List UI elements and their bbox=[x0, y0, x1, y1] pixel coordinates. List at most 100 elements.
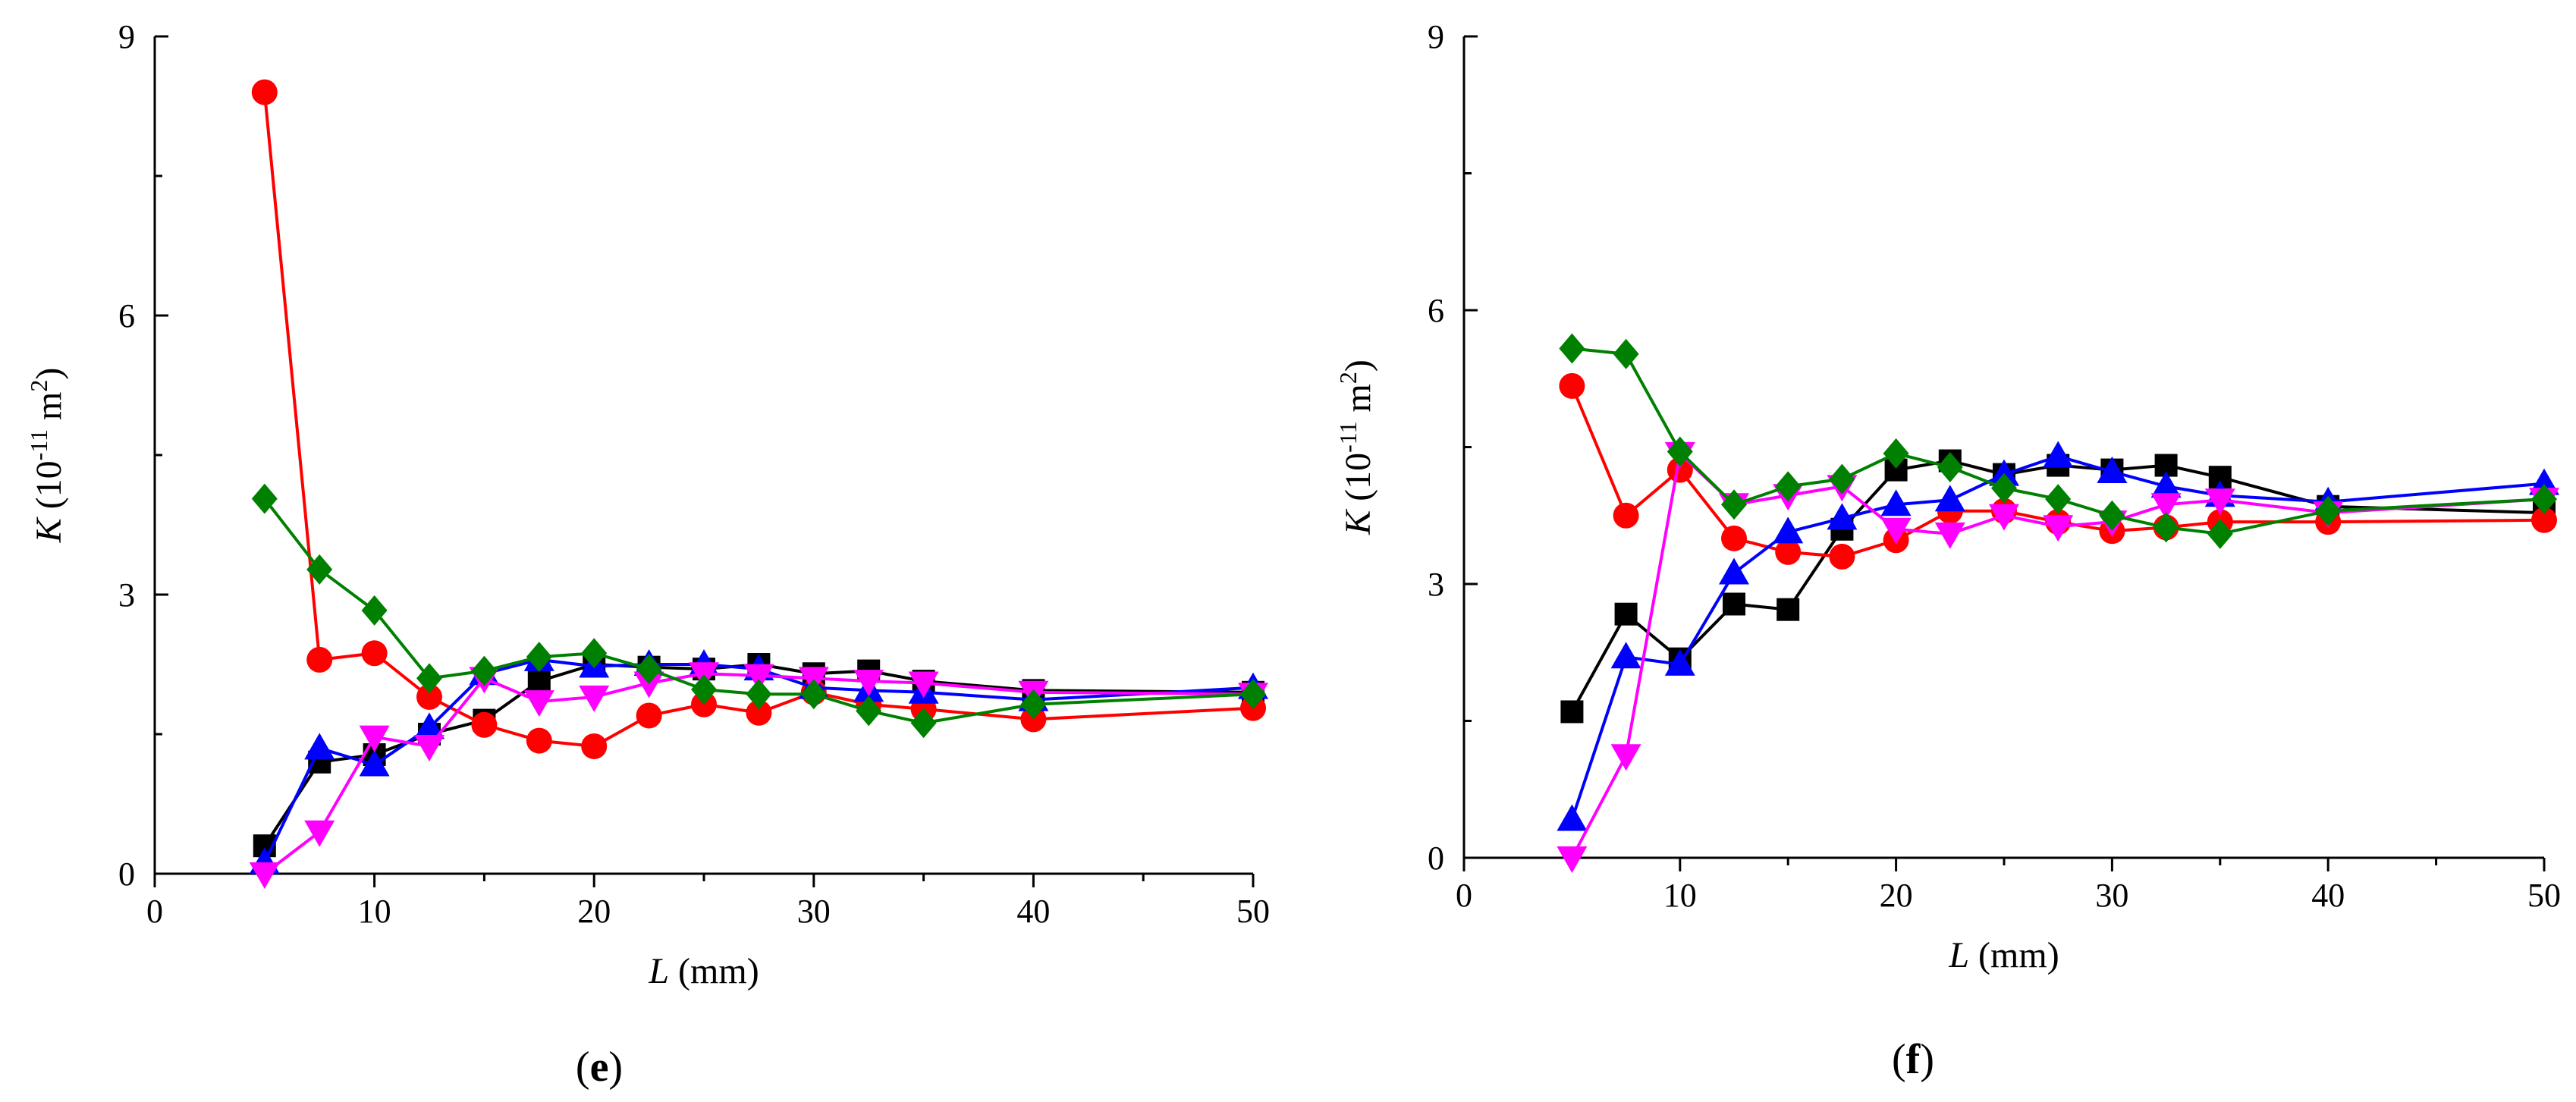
data-point-green bbox=[1667, 436, 1693, 467]
y-tick-label: 6 bbox=[118, 297, 135, 334]
data-point-green bbox=[1829, 463, 1855, 494]
data-point-green bbox=[1937, 451, 1963, 482]
data-point-black bbox=[1776, 598, 1800, 621]
data-point-magenta bbox=[359, 725, 390, 752]
panel-label-close: ) bbox=[608, 1044, 623, 1091]
y-axis-unit: (10 bbox=[29, 460, 69, 509]
data-point-magenta bbox=[633, 671, 664, 699]
x-tick-label: 30 bbox=[2095, 877, 2128, 914]
y-tick-label: 3 bbox=[118, 576, 135, 614]
x-tick-label: 10 bbox=[358, 893, 391, 930]
data-point-magenta bbox=[1557, 846, 1588, 873]
data-point-red bbox=[746, 699, 772, 726]
data-point-green bbox=[1883, 438, 1909, 469]
data-point-blue bbox=[1989, 459, 2019, 486]
x-axis-title: L (mm) bbox=[1948, 935, 2059, 975]
y-axis-title: K (10-11 m2) bbox=[25, 368, 69, 544]
y-axis-title: K (10-11 m2) bbox=[1334, 359, 1378, 535]
data-point-green bbox=[746, 679, 772, 710]
data-point-blue bbox=[359, 749, 390, 777]
data-point-green bbox=[1613, 338, 1639, 369]
data-point-magenta bbox=[579, 685, 610, 712]
data-point-magenta bbox=[1880, 517, 1912, 545]
data-point-black bbox=[527, 670, 551, 693]
y-axis-variable: K bbox=[29, 509, 69, 543]
data-point-red bbox=[2531, 507, 2557, 533]
data-point-green bbox=[910, 708, 937, 739]
data-point-blue bbox=[2097, 456, 2128, 483]
data-point-blue bbox=[1664, 648, 1695, 676]
data-point-red bbox=[581, 733, 608, 759]
data-point-magenta bbox=[2150, 493, 2182, 520]
x-tick-label: 50 bbox=[2527, 877, 2561, 914]
data-point-red bbox=[526, 727, 552, 754]
data-point-green bbox=[2315, 495, 2342, 526]
y-axis-close-paren: ) bbox=[29, 368, 69, 380]
data-point-red bbox=[361, 640, 388, 667]
data-point-green bbox=[2045, 484, 2072, 515]
data-point-green bbox=[361, 595, 388, 626]
data-point-magenta bbox=[523, 690, 554, 717]
x-axis-unit: (mm) bbox=[1969, 935, 2059, 975]
panel-label: (e) bbox=[576, 1044, 623, 1091]
x-tick-label: 0 bbox=[146, 893, 163, 930]
data-point-blue bbox=[1610, 642, 1641, 669]
data-point-red bbox=[1829, 543, 1855, 570]
y-axis-exponent-2: 2 bbox=[1334, 372, 1362, 384]
data-point-magenta bbox=[2204, 488, 2235, 516]
data-point-green bbox=[2153, 512, 2179, 543]
data-point-magenta bbox=[1934, 522, 1965, 549]
series-line-red bbox=[262, 92, 1254, 748]
data-point-magenta bbox=[2043, 515, 2074, 542]
data-point-red bbox=[1613, 502, 1639, 529]
data-point-red bbox=[471, 711, 498, 738]
data-point-red bbox=[1667, 457, 1693, 483]
data-point-green bbox=[1020, 689, 1047, 720]
data-point-green bbox=[691, 674, 717, 705]
panel-label-letter: e bbox=[590, 1044, 609, 1091]
data-point-red bbox=[636, 702, 662, 729]
x-axis-variable: L bbox=[648, 951, 669, 991]
y-tick-label: 9 bbox=[118, 18, 135, 55]
y-tick-label: 0 bbox=[1428, 840, 1444, 877]
data-point-blue bbox=[1773, 516, 1804, 544]
data-point-green bbox=[471, 655, 498, 686]
y-axis-exponent-2: 2 bbox=[25, 380, 52, 392]
x-tick-label: 50 bbox=[1236, 893, 1270, 930]
data-point-red bbox=[1721, 525, 1747, 551]
x-tick-label: 40 bbox=[2311, 877, 2345, 914]
data-point-green bbox=[1991, 473, 2017, 504]
data-point-green bbox=[416, 663, 442, 694]
data-point-blue bbox=[2150, 471, 2182, 498]
x-axis-variable: L bbox=[1948, 935, 1969, 975]
y-axis-unit-m: m bbox=[29, 392, 69, 429]
panel-label-close: ) bbox=[1920, 1036, 1934, 1083]
data-point-green bbox=[1721, 489, 1747, 520]
panel-label-open: ( bbox=[1892, 1036, 1906, 1083]
data-point-magenta bbox=[1610, 744, 1641, 771]
data-point-green bbox=[800, 679, 827, 710]
data-point-green bbox=[251, 483, 278, 514]
y-axis-variable: K bbox=[1338, 501, 1378, 535]
x-tick-label: 20 bbox=[577, 893, 611, 930]
panel-label-letter: f bbox=[1906, 1036, 1921, 1083]
data-point-black bbox=[1723, 592, 1745, 616]
y-axis-unit: (10 bbox=[1338, 453, 1378, 501]
data-point-green bbox=[1559, 333, 1585, 364]
data-point-blue bbox=[304, 733, 335, 760]
y-axis-exponent: -11 bbox=[25, 429, 52, 460]
y-axis-close-paren: ) bbox=[1338, 359, 1378, 372]
data-point-blue bbox=[1880, 489, 1912, 516]
x-tick-label: 30 bbox=[797, 893, 831, 930]
data-point-green bbox=[306, 554, 333, 585]
data-point-green bbox=[856, 695, 882, 727]
data-point-blue bbox=[2043, 441, 2074, 468]
y-axis-unit-m: m bbox=[1338, 384, 1378, 421]
data-point-green bbox=[2207, 518, 2233, 549]
data-point-magenta bbox=[304, 820, 335, 847]
data-point-red bbox=[251, 79, 278, 105]
data-point-blue bbox=[1934, 485, 1965, 512]
